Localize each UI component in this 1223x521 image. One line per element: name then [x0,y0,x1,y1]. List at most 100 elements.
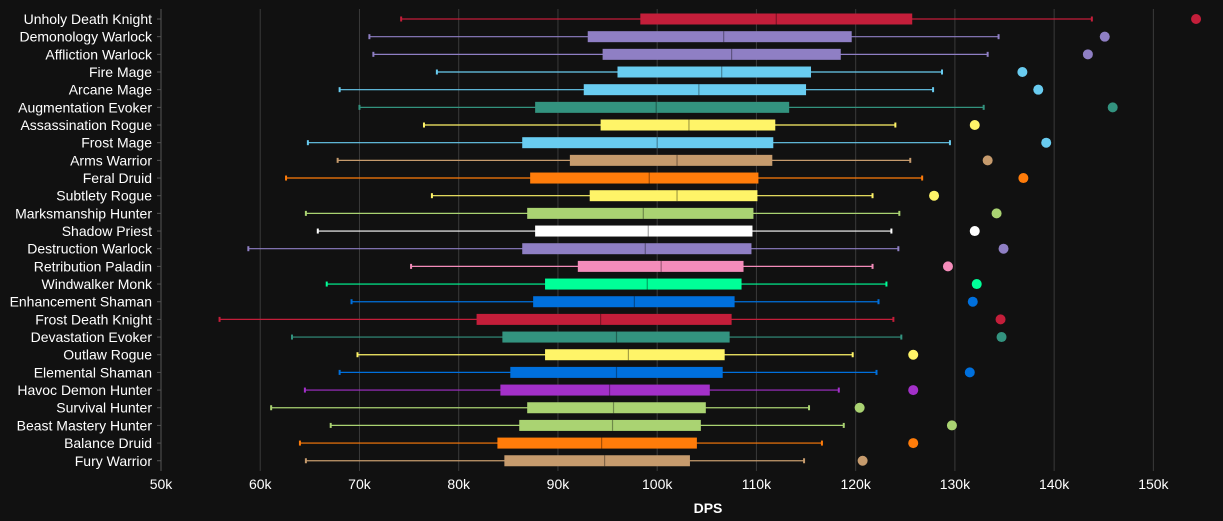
spec-labels: Unholy Death Knight Demonology WarlockAff… [10,11,153,469]
box-row [338,84,1044,96]
spec-label: Beast Mastery Hunter [17,417,153,433]
outlier-point [1099,31,1110,42]
x-tick-label: 90k [547,476,571,492]
x-tick-label: 150k [1138,476,1169,492]
spec-label: Survival Hunter [56,400,152,416]
outlier-point [995,314,1006,325]
spec-label: Unholy Death Knight [24,11,153,27]
gridlines [160,9,1154,471]
iqr-box [545,278,742,290]
outlier-point [971,279,982,290]
iqr-box [602,48,841,60]
outlier-point [857,455,868,466]
outlier-point [969,120,980,131]
outlier-point [854,402,865,413]
box-row [247,243,1009,255]
box-row [435,66,1028,78]
iqr-box [600,119,776,131]
y-axis [157,9,162,471]
spec-label: Feral Druid [83,170,152,186]
outlier-point [969,226,980,237]
outlier-point [908,385,919,396]
x-tick-label: 100k [642,476,673,492]
iqr-box [535,101,790,113]
spec-label: Subtlety Rogue [56,188,152,204]
box-series [218,13,1202,467]
spec-label: Windwalker Monk [42,276,153,292]
spec-label: Balance Druid [64,435,152,451]
spec-label: Fire Mage [89,64,152,80]
outlier-point [982,155,993,166]
iqr-box [527,207,754,219]
outlier-point [908,438,919,449]
box-row [329,419,957,431]
iqr-box [640,13,913,25]
box-row [325,278,982,290]
x-tick-label: 50k [150,476,174,492]
iqr-box [522,243,752,255]
outlier-point [1082,49,1093,60]
box-row [336,154,993,166]
box-row [356,349,919,361]
x-tick-label: 60k [249,476,273,492]
spec-label: Arcane Mage [69,82,152,98]
outlier-point [946,420,957,431]
spec-label: Arms Warrior [70,152,152,168]
outlier-point [908,349,919,360]
iqr-box [569,154,773,166]
iqr-box [535,225,753,237]
outlier-point [1041,137,1052,148]
spec-label: Elemental Shaman [34,364,152,380]
iqr-box [587,31,852,43]
outlier-point [1018,173,1029,184]
spec-label: Havoc Demon Hunter [17,382,152,398]
box-row [358,101,1118,113]
box-row [350,296,978,308]
box-row [303,384,919,396]
spec-label: Retribution Paladin [34,258,152,274]
iqr-box [504,455,690,467]
outlier-point [942,261,953,272]
spec-label: Devastation Evoker [31,329,153,345]
box-row [285,172,1029,184]
iqr-box [510,366,723,378]
box-row [400,13,1202,25]
iqr-box [583,84,807,96]
iqr-box [545,349,725,361]
iqr-box [522,137,774,149]
outlier-point [1191,14,1202,24]
box-row [422,119,980,131]
spec-label: Marksmanship Hunter [15,205,152,221]
outlier-point [1107,102,1118,113]
box-row [430,190,940,202]
iqr-box [617,66,812,78]
iqr-box [497,437,697,449]
spec-label: Outlaw Rogue [63,347,152,363]
iqr-box [577,260,744,272]
iqr-box [530,172,759,184]
iqr-box [519,419,701,431]
box-row [270,402,865,414]
outlier-point [996,332,1007,343]
box-row [372,48,1093,60]
iqr-box [502,331,730,343]
box-row [304,455,868,467]
x-tick-labels: 50k 60k 70k 80k 90k 100k 110k 120k 130k 140k 150k [150,476,1170,492]
box-row [306,137,1052,149]
x-tick-label: 70k [348,476,372,492]
iqr-box [589,190,758,202]
spec-label: Fury Warrior [75,453,153,469]
box-row [304,207,1002,219]
box-row [316,225,980,237]
spec-label: Destruction Warlock [27,241,153,257]
x-tick-label: 110k [742,476,772,492]
x-axis-title: DPS [694,500,723,516]
spec-label: Demonology Warlock [19,29,153,45]
x-tick-label: 140k [1039,476,1070,492]
iqr-box [500,384,710,396]
outlier-point [1017,67,1028,78]
outlier-point [1033,84,1044,95]
outlier-point [929,190,940,201]
x-tick-label: 80k [447,476,471,492]
